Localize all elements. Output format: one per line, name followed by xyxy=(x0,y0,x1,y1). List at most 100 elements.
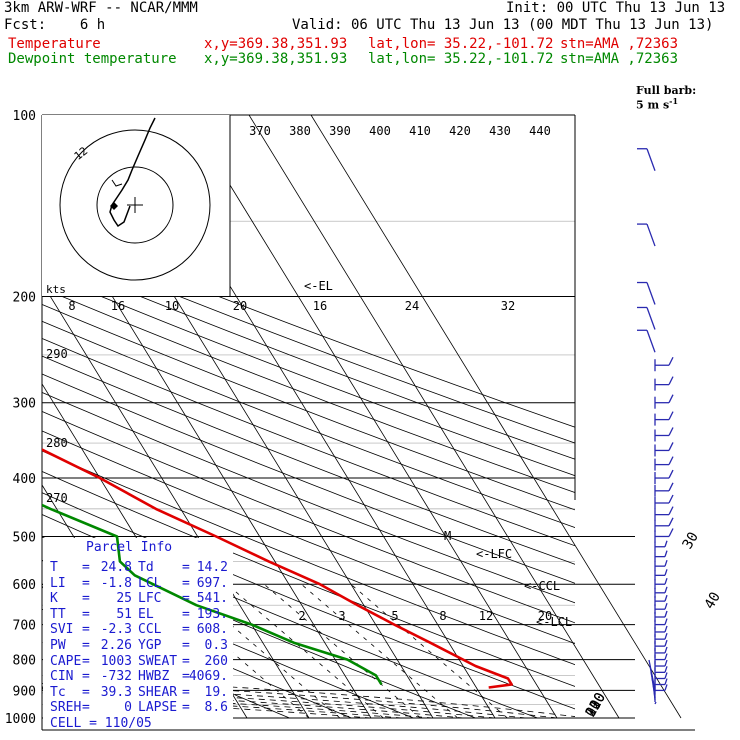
theta-label: 390 xyxy=(329,124,351,138)
hodo-speed-label: 20 xyxy=(233,299,247,313)
wind-barb xyxy=(654,569,668,581)
parcel-value: 25 xyxy=(90,591,132,607)
temperature-tick-label: 40 xyxy=(702,589,724,612)
pressure-tick-label: 900 xyxy=(13,684,36,699)
dry-adiabat xyxy=(42,411,575,624)
wind-barb xyxy=(654,586,668,598)
mixing-ratio-label: 3 xyxy=(338,609,345,623)
dewpoint-xy: x,y=369.38,351.93 xyxy=(204,51,347,67)
theta-label: 370 xyxy=(249,124,271,138)
parcel-key: EL xyxy=(138,607,182,623)
temperature-tick-label: 10 xyxy=(583,697,605,720)
wind-barb xyxy=(654,610,668,623)
dry-adiabat xyxy=(42,337,575,547)
wind-barb xyxy=(654,517,674,532)
parcel-value: 51 xyxy=(90,607,132,623)
parcel-value: 0 xyxy=(90,700,132,716)
barb-legend-title: Full barb: xyxy=(636,85,696,96)
parcel-key: LAPSE xyxy=(138,700,182,716)
pressure-tick-label: 300 xyxy=(13,397,36,412)
parcel-key: SREH xyxy=(50,700,90,716)
dry-adiabat xyxy=(42,471,575,687)
hodo-speed-label: 8 xyxy=(68,299,75,313)
parcel-key: HWBZ xyxy=(138,669,182,685)
parcel-panel-bg xyxy=(43,538,233,728)
hodo-speed-label: 16 xyxy=(313,299,327,313)
parcel-key: YGP xyxy=(138,638,182,654)
parcel-row: CAPE = 1003 SWEAT = 260 xyxy=(50,654,230,670)
hodo-ring-inner xyxy=(96,166,174,244)
wind-barb xyxy=(654,666,668,678)
parcel-value: 14.2 xyxy=(188,560,228,576)
parcel-key: LCL xyxy=(138,576,182,592)
valid-time: Valid: 06 UTC Thu 13 Jun 13 (00 MDT Thu … xyxy=(292,17,713,33)
hodo-speed-label: 16 xyxy=(111,299,125,313)
parcel-value: 1003 xyxy=(90,654,132,670)
hodo-storm-motion xyxy=(111,179,123,187)
wind-barb xyxy=(654,578,668,590)
parcel-row: LI = -1.8 LCL = 697. xyxy=(50,576,230,592)
wind-barbs xyxy=(637,148,674,705)
pressure-tick-label: 700 xyxy=(13,619,36,634)
parcel-value: 19. xyxy=(188,685,228,701)
parcel-value: -2.3 xyxy=(90,622,132,638)
dry-adiabat xyxy=(42,271,575,477)
dry-adiabat xyxy=(42,583,352,719)
wind-barb xyxy=(654,356,674,372)
wind-barb xyxy=(654,456,674,471)
theta-label: 410 xyxy=(409,124,431,138)
dry-adiabat xyxy=(42,355,575,565)
hodo-kts-label: kts xyxy=(46,283,66,296)
init-time: Init: 00 UTC Thu 13 Jun 13 xyxy=(506,0,725,16)
parcel-key: Td xyxy=(138,560,182,576)
dry-adiabat xyxy=(42,287,575,494)
theta-label: 430 xyxy=(489,124,511,138)
mixing-ratio-label: 5 xyxy=(391,609,398,623)
level-label-lfc: <-LFC xyxy=(476,547,512,561)
dry-adiabat xyxy=(42,373,575,584)
mixing-ratio-line xyxy=(263,583,421,719)
parcel-key: T xyxy=(50,560,90,576)
pressure-tick-label: 200 xyxy=(13,291,36,306)
pressure-tick-label: 1000 xyxy=(5,712,36,727)
hodograph: 12 xyxy=(42,115,231,296)
dry-adiabat xyxy=(42,255,575,460)
wind-barb xyxy=(654,632,668,645)
dry-adiabat xyxy=(42,225,575,428)
parcel-key: SVI xyxy=(50,622,90,638)
mixing-ratio-label: 8 xyxy=(439,609,446,623)
parcel-value: 697. xyxy=(188,576,228,592)
isotherm xyxy=(248,114,620,719)
isotherm xyxy=(310,114,682,719)
parcel-row: SREH = 0 LAPSE = 8.6 xyxy=(50,700,230,716)
level-label-lcl: <-LCL xyxy=(536,615,572,629)
hodo-speed-label: 32 xyxy=(501,299,515,313)
theta-left-label: 280 xyxy=(46,436,68,450)
wind-barb xyxy=(654,442,674,457)
wind-barb xyxy=(637,148,656,171)
wind-barb xyxy=(637,223,656,247)
parcel-row: PW = 2.26 YGP = 0.3 xyxy=(50,638,230,654)
parcel-value: 260 xyxy=(188,654,228,670)
theta-label: 420 xyxy=(449,124,471,138)
dewpoint-legend: Dewpoint temperature xyxy=(8,51,177,67)
parcel-value: 4069. xyxy=(188,669,228,685)
wind-barb xyxy=(654,528,674,543)
dry-adiabat xyxy=(42,430,575,644)
model-title: 3km ARW-WRF -- NCAR/MMM xyxy=(4,0,198,16)
wind-barb xyxy=(654,469,674,485)
parcel-value: 0.3 xyxy=(188,638,228,654)
pressure-tick-label: 500 xyxy=(13,530,36,545)
pressure-tick-label: 800 xyxy=(13,654,36,669)
parcel-row: TT = 51 EL = 193. xyxy=(50,607,230,623)
barb-legend: Full barb: 5 m s-1 xyxy=(636,85,696,111)
mixing-ratio-label: 20 xyxy=(538,609,552,623)
dewpoint-station: stn=AMA ,72363 xyxy=(560,51,678,67)
parcel-value: 8.6 xyxy=(188,700,228,716)
dry-adiabat xyxy=(42,320,575,529)
parcel-value: 541. xyxy=(188,591,228,607)
parcel-key: K xyxy=(50,591,90,607)
wind-barb xyxy=(654,376,674,391)
parcel-value: 608. xyxy=(188,622,228,638)
mixing-ratio-label: 12 xyxy=(479,609,493,623)
